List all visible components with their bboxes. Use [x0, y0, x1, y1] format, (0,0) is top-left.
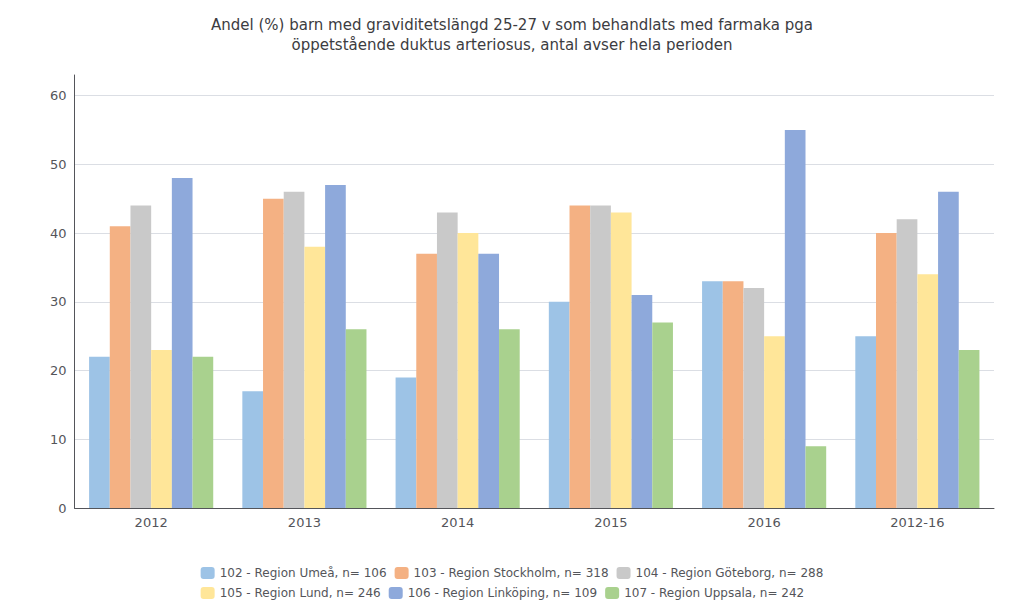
svg-text:öppetstående duktus arteriosus: öppetstående duktus arteriosus, antal av… [292, 36, 733, 54]
svg-text:50: 50 [50, 157, 67, 172]
svg-text:103 - Region Stockholm, n= 318: 103 - Region Stockholm, n= 318 [414, 566, 609, 580]
svg-text:60: 60 [50, 88, 67, 103]
svg-text:107 - Region Uppsala, n= 242: 107 - Region Uppsala, n= 242 [624, 586, 804, 600]
svg-text:0: 0 [58, 501, 66, 516]
svg-text:40: 40 [50, 226, 67, 241]
svg-text:2015: 2015 [594, 515, 627, 530]
svg-text:2012-16: 2012-16 [890, 515, 944, 530]
svg-text:20: 20 [50, 363, 67, 378]
svg-text:30: 30 [50, 294, 67, 309]
svg-text:2014: 2014 [441, 515, 474, 530]
svg-text:106 - Region Linköping, n= 109: 106 - Region Linköping, n= 109 [408, 586, 597, 600]
svg-text:2016: 2016 [748, 515, 781, 530]
svg-text:2012: 2012 [135, 515, 168, 530]
svg-text:10: 10 [50, 432, 67, 447]
svg-text:105 - Region Lund, n= 246: 105 - Region Lund, n= 246 [220, 586, 381, 600]
svg-text:104 - Region Göteborg, n= 288: 104 - Region Göteborg, n= 288 [636, 566, 824, 580]
svg-text:102 - Region Umeå, n= 106: 102 - Region Umeå, n= 106 [220, 566, 387, 580]
svg-text:2013: 2013 [288, 515, 321, 530]
svg-text:Andel (%) barn med graviditets: Andel (%) barn med graviditetslängd 25-2… [211, 16, 813, 34]
